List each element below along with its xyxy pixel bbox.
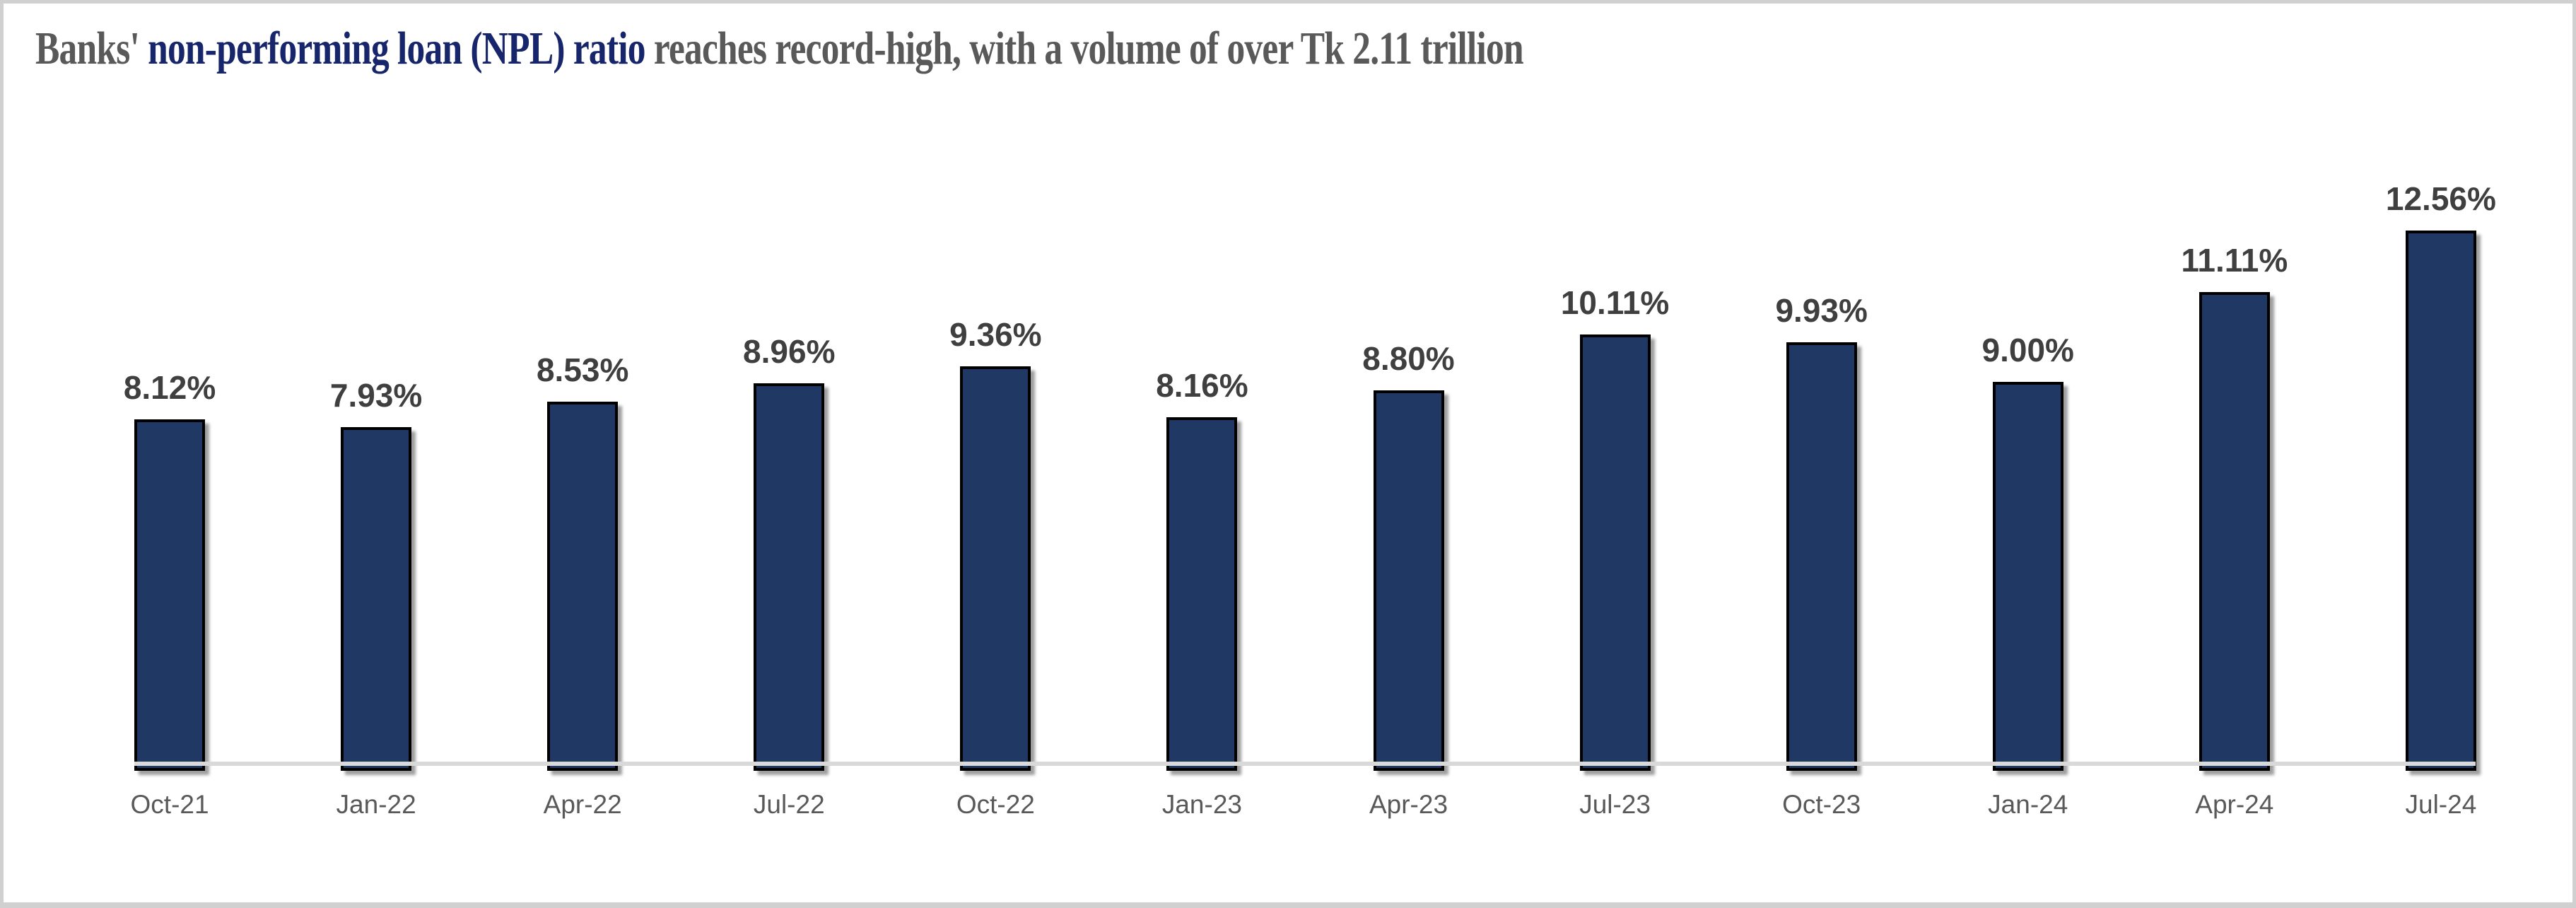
bar [754,383,825,771]
bar-column: 9.00% [1925,4,2131,771]
bar-column: 9.36% [892,4,1099,771]
x-axis-label: Jul-22 [753,790,825,819]
bar [134,419,206,771]
chart-title: Banks' non-performing loan (NPL) ratio r… [35,23,1524,75]
bar-column: 10.11% [1512,4,1719,771]
bar-chart-plot-area: 8.12% 7.93% 8.53% 8.96% 9.36% 8.16% 8.80… [66,4,2544,771]
bar-value-label: 8.16% [1156,367,1248,404]
x-axis-label: Oct-21 [130,790,209,819]
x-axis-label: Apr-24 [2195,790,2274,819]
x-axis-label: Jan-22 [336,790,416,819]
x-axis-label: Oct-22 [956,790,1035,819]
chart-title-prefix: Banks' [35,23,148,74]
bar-value-label: 9.36% [949,316,1042,354]
x-axis-labels-row: Oct-21 Jan-22 Apr-22 Jul-22 Oct-22 Jan-2… [66,790,2544,820]
bar [1992,382,2063,771]
bar [1579,334,1651,771]
bar [547,402,619,771]
bar-column: 8.12% [66,4,273,771]
bar [1786,342,1857,771]
bar-column: 8.96% [686,4,892,771]
bar [1166,417,1238,771]
chart-title-highlight: non-performing loan (NPL) ratio [148,23,645,74]
bar-column: 7.93% [273,4,479,771]
x-axis-label: Apr-23 [1369,790,1448,819]
bar-value-label: 9.00% [1981,332,2074,368]
bar-value-label: 8.12% [123,368,216,406]
x-axis-label: Jul-23 [1579,790,1651,819]
bar-value-label: 8.96% [743,333,836,371]
bar-value-label: 11.11% [2181,242,2288,279]
x-axis-label: Jan-23 [1161,790,1242,819]
x-axis-label: Jul-24 [2405,790,2477,819]
bar-column: 11.11% [2131,4,2338,771]
bar [2199,292,2270,771]
bar-column: 12.56% [2338,4,2544,771]
bar-column: 9.93% [1719,4,1925,771]
bar-value-label: 8.80% [1362,340,1455,377]
x-axis-label: Oct-23 [1782,790,1861,819]
x-axis-line [134,762,2476,766]
bar-column: 8.16% [1099,4,1305,771]
chart-title-suffix: reaches record-high, with a volume of ov… [645,23,1524,74]
bar-value-label: 7.93% [329,377,423,414]
x-axis-label: Jan-24 [1988,790,2068,819]
bar [1373,390,1444,771]
bar [960,366,1031,771]
bar-value-label: 8.53% [536,351,629,389]
x-axis-label: Apr-22 [543,790,622,819]
bar [2405,231,2476,771]
bar-value-label: 12.56% [2385,180,2496,218]
bar [341,427,412,771]
bar-value-label: 9.93% [1775,292,1868,330]
bar-column: 8.80% [1305,4,1511,771]
bar-column: 8.53% [479,4,686,771]
bar-value-label: 10.11% [1560,284,1670,322]
